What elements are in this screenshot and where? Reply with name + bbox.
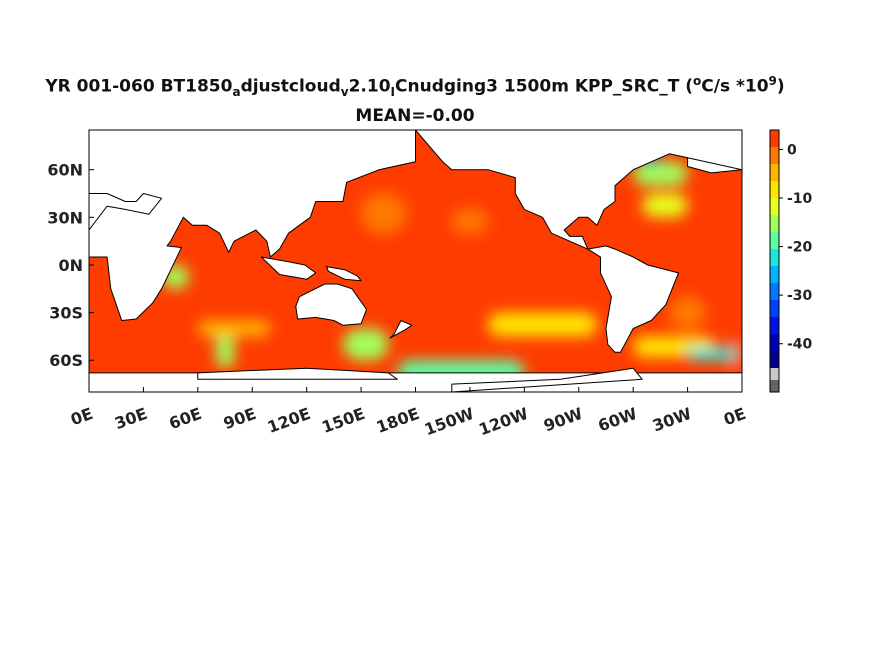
colorbar-swatch (770, 164, 779, 182)
colorbar-swatch (770, 351, 779, 369)
colorbar-swatch (770, 249, 779, 267)
field-region (197, 320, 271, 337)
x-tick-label: 150W (422, 404, 477, 439)
map-area (89, 130, 742, 392)
x-axis: 0E 30E 60E 90E 120E 150E 180E 150W 120W 90W 60W 30W… (68, 387, 748, 439)
field-region (732, 130, 742, 385)
x-tick-label: 60E (167, 404, 205, 433)
x-tick-label: 180E (374, 404, 422, 437)
y-tick-label: 0N (58, 256, 83, 275)
land-mass (326, 266, 362, 282)
x-tick-label: 90E (221, 404, 259, 433)
colorbar-tick-label: -40 (787, 337, 813, 353)
x-tick-label: 90W (541, 404, 585, 436)
y-tick-label: 60S (49, 351, 83, 370)
colorbar-tick-label: -20 (787, 240, 813, 256)
land-mass (389, 320, 413, 339)
field-region (488, 312, 597, 337)
field-region (633, 161, 688, 186)
y-tick-label: 60N (47, 161, 83, 180)
field-region (215, 328, 235, 369)
field-region (451, 209, 489, 234)
colorbar-swatch (770, 300, 779, 318)
colorbar-swatch (770, 283, 779, 301)
colorbar-swatch (770, 317, 779, 335)
land-mass (197, 367, 398, 380)
y-tick-label: 30N (47, 208, 83, 227)
colorbar-frame (769, 129, 780, 393)
chart-subtitle: MEAN=-0.00 (355, 106, 475, 126)
land-mass (260, 256, 317, 280)
colorbar-swatch (770, 147, 779, 165)
field-region (687, 347, 739, 361)
colorbar-swatch (770, 181, 779, 199)
land-mass (89, 193, 163, 231)
colorbar-swatch (770, 198, 779, 216)
field-region (669, 296, 706, 329)
field-region (642, 193, 688, 218)
land-mass (451, 367, 643, 392)
x-tick-label: 0E (68, 404, 95, 429)
x-tick-label: 120E (265, 404, 313, 437)
land-mass (89, 130, 416, 321)
land-mass (295, 283, 367, 326)
colorbar-tick-label: -10 (787, 191, 813, 207)
colorbar-swatch (770, 215, 779, 233)
x-tick-label: 30W (650, 404, 694, 436)
colorbar-swatch (770, 266, 779, 284)
colorbar-extra-swatch (770, 380, 779, 392)
x-tick-label: 60W (596, 404, 640, 436)
colorbar-tick-label: 0 (787, 142, 797, 158)
field-region (361, 193, 407, 234)
x-tick-label: 120W (476, 404, 531, 439)
x-tick-label: 30E (112, 404, 150, 433)
chart-title: YR 001-060 BT1850adjustcloudv2.10ICnudgi… (45, 74, 785, 100)
colorbar: 0 -10 -20 -30 -40 (769, 129, 813, 393)
colorbar-tick-label: -30 (787, 288, 813, 304)
colorbar-swatch (770, 232, 779, 250)
field-region (342, 328, 389, 361)
colorbar-swatch (770, 130, 779, 148)
colorbar-swatch (770, 334, 779, 352)
y-axis: 60N 30N 0N 30S 60S (47, 161, 94, 370)
colorbar-extra-swatch (770, 368, 779, 380)
y-tick-label: 30S (49, 304, 83, 323)
land-mass (415, 130, 742, 353)
x-tick-label: 150E (319, 404, 367, 437)
x-tick-label: 0E (721, 404, 748, 429)
